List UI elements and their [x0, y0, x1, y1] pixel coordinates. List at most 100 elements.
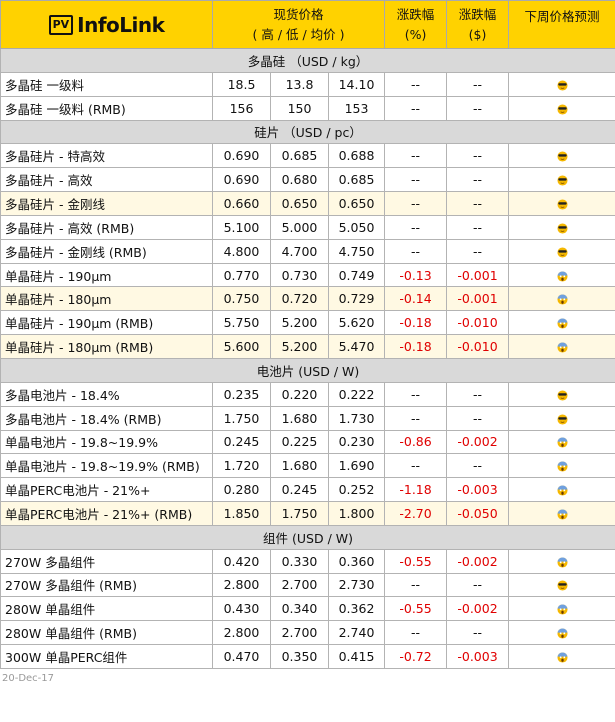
price-high: 1.750	[212, 405, 271, 431]
product-name: 单晶PERC电池片 - 21%+	[0, 477, 213, 503]
price-avg: 0.749	[327, 262, 386, 288]
price-low: 0.685	[270, 143, 329, 169]
price-high: 1.720	[212, 453, 271, 479]
forecast	[508, 477, 615, 503]
price-avg: 0.688	[327, 143, 386, 169]
change-usd: -0.010	[446, 310, 510, 336]
price-low: 0.220	[270, 381, 329, 407]
price-low: 0.730	[270, 262, 329, 288]
price-low: 0.225	[270, 429, 329, 455]
table-row: 单晶硅片 - 190μm 0.770 0.730 0.749 -0.13 -0.…	[0, 262, 615, 288]
sunglasses-face-icon	[556, 148, 568, 163]
product-name: 280W 单晶组件 (RMB)	[0, 620, 213, 646]
price-avg: 5.050	[327, 214, 386, 240]
forecast	[508, 453, 615, 479]
price-low: 150	[270, 95, 329, 121]
sunglasses-face-icon	[556, 411, 568, 426]
change-pct: -2.70	[384, 501, 448, 526]
forecast	[508, 572, 615, 598]
table-row: 270W 多晶组件 0.420 0.330 0.360 -0.55 -0.002	[0, 548, 615, 574]
price-high: 0.660	[212, 191, 271, 216]
forecast	[508, 238, 615, 264]
scream-face-icon	[556, 482, 568, 497]
scream-face-icon	[556, 601, 568, 616]
change-pct: -1.18	[384, 477, 448, 503]
change-usd: --	[446, 167, 510, 193]
change-pct: -0.72	[384, 644, 448, 669]
section-title: 多晶硅 （USD / kg）	[0, 48, 615, 73]
table-row: 300W 单晶PERC组件 0.470 0.350 0.415 -0.72 -0…	[0, 644, 615, 669]
table-row: 单晶硅片 - 180μm 0.750 0.720 0.729 -0.14 -0.…	[0, 286, 615, 312]
table-row: 280W 单晶组件 (RMB) 2.800 2.700 2.740 -- --	[0, 620, 615, 646]
price-low: 0.245	[270, 477, 329, 503]
change-usd: -0.001	[446, 286, 510, 312]
footer-date: 20-Dec-17	[2, 672, 55, 684]
table-row: 单晶PERC电池片 - 21%+ 0.280 0.245 0.252 -1.18…	[0, 477, 615, 503]
change-usd: --	[446, 191, 510, 216]
change-pct: -0.18	[384, 310, 448, 336]
price-high: 0.750	[212, 286, 271, 312]
table-row: 多晶电池片 - 18.4% 0.235 0.220 0.222 -- --	[0, 381, 615, 407]
price-low: 0.340	[270, 596, 329, 622]
section-header: 电池片 (USD / W)	[0, 357, 615, 383]
product-name: 270W 多晶组件	[0, 548, 213, 574]
product-name: 单晶电池片 - 19.8~19.9%	[0, 429, 213, 455]
change-pct: -0.86	[384, 429, 448, 455]
product-name: 多晶硅片 - 金刚线 (RMB)	[0, 238, 213, 264]
sunglasses-face-icon	[556, 101, 568, 116]
price-low: 2.700	[270, 572, 329, 598]
change-usd: --	[446, 381, 510, 407]
price-avg: 0.415	[327, 644, 386, 669]
forecast	[508, 501, 615, 526]
product-name: 多晶硅片 - 高效	[0, 167, 213, 193]
price-high: 0.430	[212, 596, 271, 622]
sunglasses-face-icon	[556, 196, 568, 211]
price-low: 2.700	[270, 620, 329, 646]
scream-face-icon	[556, 506, 568, 521]
product-name: 单晶硅片 - 190μm	[0, 262, 213, 288]
price-avg: 4.750	[327, 238, 386, 264]
header-forecast: 下周价格预测	[508, 0, 615, 49]
price-avg: 153	[327, 95, 386, 121]
price-avg: 5.470	[327, 334, 386, 359]
price-high: 18.5	[212, 71, 271, 97]
change-pct: --	[384, 143, 448, 169]
price-avg: 0.360	[327, 548, 386, 574]
header-row: PV InfoLink 现货价格( 高 / 低 / 均价 ) 涨跌幅 (%) 涨跌幅…	[0, 0, 615, 49]
price-high: 5.600	[212, 334, 271, 359]
forecast	[508, 262, 615, 288]
forecast	[508, 167, 615, 193]
price-table: PV InfoLink 现货价格( 高 / 低 / 均价 ) 涨跌幅 (%) 涨跌幅…	[0, 0, 615, 669]
product-name: 280W 单晶组件	[0, 596, 213, 622]
price-high: 5.750	[212, 310, 271, 336]
table-row: 多晶电池片 - 18.4% (RMB) 1.750 1.680 1.730 --…	[0, 405, 615, 431]
product-name: 多晶硅 一级料 (RMB)	[0, 95, 213, 121]
table-row: 单晶电池片 - 19.8~19.9% (RMB) 1.720 1.680 1.6…	[0, 453, 615, 479]
table-row: 单晶PERC电池片 - 21%+ (RMB) 1.850 1.750 1.800…	[0, 501, 615, 526]
scream-face-icon	[556, 554, 568, 569]
price-low: 5.000	[270, 214, 329, 240]
price-high: 0.690	[212, 167, 271, 193]
price-low: 1.680	[270, 405, 329, 431]
sunglasses-face-icon	[556, 244, 568, 259]
change-usd: -0.003	[446, 477, 510, 503]
change-usd: --	[446, 143, 510, 169]
sunglasses-face-icon	[556, 77, 568, 92]
product-name: 单晶电池片 - 19.8~19.9% (RMB)	[0, 453, 213, 479]
price-high: 0.470	[212, 644, 271, 669]
product-name: 多晶硅片 - 金刚线	[0, 191, 213, 216]
sunglasses-face-icon	[556, 577, 568, 592]
scream-face-icon	[556, 649, 568, 664]
header-change-pct: 涨跌幅 (%)	[384, 0, 448, 49]
forecast	[508, 381, 615, 407]
forecast	[508, 334, 615, 359]
table-row: 多晶硅片 - 特高效 0.690 0.685 0.688 -- --	[0, 143, 615, 169]
section-header: 组件 (USD / W)	[0, 524, 615, 550]
section-header: 多晶硅 （USD / kg）	[0, 48, 615, 73]
change-pct: --	[384, 453, 448, 479]
product-name: 270W 多晶组件 (RMB)	[0, 572, 213, 598]
change-pct: --	[384, 238, 448, 264]
scream-face-icon	[556, 315, 568, 330]
table-row: 270W 多晶组件 (RMB) 2.800 2.700 2.730 -- --	[0, 572, 615, 598]
change-pct: --	[384, 95, 448, 121]
